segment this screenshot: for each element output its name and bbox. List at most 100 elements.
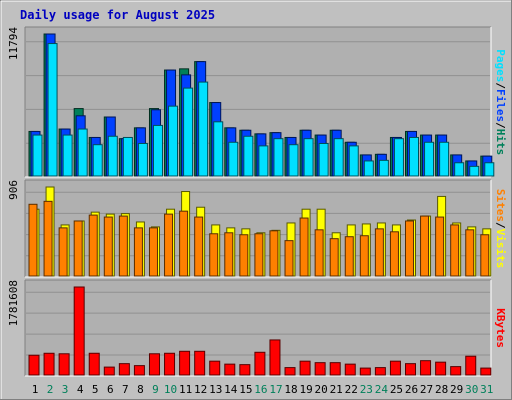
bar-sites-day-27: [420, 215, 430, 277]
bar-pages-day-3: [62, 134, 73, 177]
bar-kbytes-day-16: [254, 351, 266, 376]
x-label-day-8: 8: [137, 383, 144, 396]
x-label-day-1: 1: [32, 383, 39, 396]
bar-kbytes-day-25: [389, 360, 401, 376]
x-label-day-18: 18: [284, 383, 297, 396]
bar-sites-day-21: [329, 238, 339, 277]
bar-pages-day-14: [228, 141, 239, 177]
bar-pages-day-31: [484, 162, 495, 177]
bar-sites-day-31: [480, 234, 490, 277]
x-label-day-27: 27: [420, 383, 433, 396]
x-label-day-20: 20: [315, 383, 328, 396]
bar-pages-day-16: [258, 145, 269, 177]
bar-kbytes-day-10: [164, 352, 176, 376]
bar-kbytes-day-24: [374, 367, 386, 376]
bar-kbytes-day-11: [179, 350, 191, 376]
x-label-day-30: 30: [465, 383, 478, 396]
bar-pages-day-21: [333, 138, 344, 177]
bar-kbytes-day-21: [329, 362, 341, 376]
bar-pages-day-4: [77, 128, 88, 177]
bar-kbytes-day-31: [480, 367, 492, 376]
bar-kbytes-day-13: [209, 360, 221, 376]
x-label-day-22: 22: [345, 383, 358, 396]
bar-sites-day-23: [359, 235, 369, 277]
x-label-day-28: 28: [435, 383, 448, 396]
x-label-day-7: 7: [122, 383, 129, 396]
x-label-day-5: 5: [92, 383, 99, 396]
x-label-day-15: 15: [239, 383, 252, 396]
x-label-day-26: 26: [405, 383, 418, 396]
bar-kbytes-day-23: [359, 367, 371, 376]
bar-pages-day-17: [273, 138, 284, 177]
bar-pages-day-12: [198, 81, 209, 177]
bar-pages-day-22: [348, 145, 359, 177]
x-label-day-12: 12: [194, 383, 207, 396]
bar-kbytes-day-22: [344, 363, 356, 376]
x-label-day-13: 13: [209, 383, 222, 396]
x-label-day-16: 16: [254, 383, 267, 396]
bar-pages-day-6: [107, 135, 118, 177]
bar-sites-day-6: [103, 216, 113, 277]
bar-pages-day-26: [409, 136, 419, 177]
bar-kbytes-day-7: [118, 363, 130, 376]
bar-sites-day-30: [465, 229, 475, 277]
bar-pages-day-13: [213, 121, 224, 177]
bar-kbytes-day-26: [405, 363, 416, 376]
bar-pages-day-23: [363, 160, 374, 177]
bar-pages-day-18: [288, 144, 299, 177]
bar-sites-day-5: [88, 214, 98, 277]
bar-pages-day-27: [424, 141, 435, 177]
x-label-day-3: 3: [62, 383, 69, 396]
bar-sites-day-7: [118, 215, 128, 277]
bar-sites-day-18: [284, 240, 294, 277]
bar-sites-day-20: [314, 229, 324, 277]
panel-hits-files-pages: 11794 Pages/Files/Hits: [7, 26, 507, 178]
bar-kbytes-day-20: [314, 362, 326, 376]
bar-sites-day-29: [450, 224, 460, 277]
x-label-day-17: 17: [269, 383, 282, 396]
x-label-day-11: 11: [179, 383, 192, 396]
series-legend-label: Pages/Files/Hits: [494, 49, 507, 155]
bar-kbytes-day-30: [465, 355, 477, 376]
bar-sites-day-11: [179, 210, 189, 277]
bar-pages-day-24: [378, 159, 389, 177]
bar-sites-day-2: [43, 200, 53, 277]
bar-kbytes-day-5: [88, 352, 100, 376]
bar-sites-day-14: [224, 232, 234, 277]
bar-pages-day-20: [318, 142, 329, 177]
bar-pages-day-9: [152, 124, 163, 177]
x-label-day-6: 6: [107, 383, 114, 396]
bar-pages-day-29: [454, 162, 465, 177]
x-label-day-2: 2: [47, 383, 54, 396]
bar-kbytes-day-1: [28, 354, 40, 376]
x-label-day-21: 21: [330, 383, 343, 396]
bar-kbytes-day-12: [194, 350, 206, 376]
x-label-day-10: 10: [164, 383, 177, 396]
bar-pages-day-28: [439, 141, 450, 177]
bar-sites-day-8: [133, 227, 143, 277]
x-label-day-14: 14: [224, 383, 238, 396]
bar-kbytes-day-19: [299, 360, 311, 376]
bar-kbytes-day-6: [103, 366, 115, 376]
chart-title: Daily usage for August 2025: [20, 8, 215, 22]
bar-sites-day-24: [374, 228, 384, 277]
bar-kbytes-day-18: [284, 367, 296, 376]
bar-sites-day-4: [73, 220, 83, 277]
y-max-label: 11794: [7, 27, 20, 60]
bar-kbytes-day-29: [450, 366, 462, 376]
bar-kbytes-day-3: [58, 353, 70, 376]
x-label-day-9: 9: [152, 383, 159, 396]
bar-kbytes-day-14: [224, 363, 236, 376]
bar-pages-day-15: [243, 135, 254, 177]
bar-pages-day-8: [137, 142, 148, 177]
bar-kbytes-day-8: [133, 365, 145, 376]
bar-pages-day-10: [168, 105, 179, 177]
bar-pages-day-7: [122, 136, 133, 177]
bar-sites-day-19: [299, 217, 309, 277]
bar-sites-day-26: [405, 220, 414, 277]
bar-sites-day-3: [58, 227, 68, 277]
bar-sites-day-15: [239, 234, 249, 277]
y-max-label: 1781608: [7, 280, 20, 326]
bar-sites-day-13: [209, 233, 219, 277]
